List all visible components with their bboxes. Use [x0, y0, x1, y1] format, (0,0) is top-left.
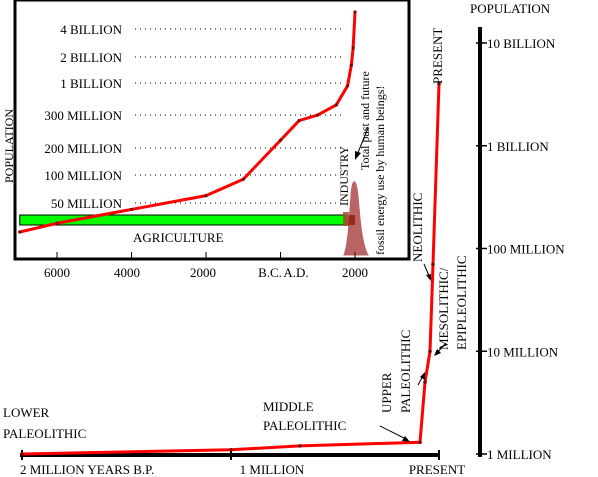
main-data-point [437, 82, 441, 86]
main-data-point [423, 380, 427, 384]
main-x-tick-label: 1 MILLION [240, 462, 305, 477]
arrowhead-mesolithic [434, 349, 441, 356]
inset-y-tick-label: 2 BILLION [60, 50, 122, 65]
inset-data-point [297, 119, 301, 123]
inset-data-point [18, 230, 22, 234]
inset-chart: POPULATION 4 BILLION 2 BILLION 1 BILLION 30… [2, 0, 411, 280]
inset-data-point [204, 194, 208, 198]
industry-stem [343, 212, 349, 226]
arrowhead-neolithic [426, 274, 431, 281]
inset-data-point [351, 46, 355, 50]
industry-label: INDUSTRY [337, 146, 351, 206]
inset-y-tick-label: 100 MILLION [44, 168, 122, 183]
inset-y-tick-label: 300 MILLION [44, 108, 122, 123]
main-y-tick-label: 10 BILLION [487, 36, 556, 51]
inset-x-tick-label: B.C. [258, 265, 282, 280]
main-x-ticks: 2 MILLION YEARS B.P. 1 MILLION PRESENT [20, 450, 465, 477]
main-axis-title: POPULATION [470, 1, 551, 16]
inset-x-tick-label: A.D. [283, 265, 308, 280]
annotation-middle: MIDDLE [263, 399, 314, 414]
main-data-point [428, 349, 432, 354]
inset-data-point [349, 63, 353, 67]
arrowhead-fossil [355, 151, 361, 160]
inset-x-tick-label: 4000 [114, 265, 140, 280]
main-data-point [418, 440, 422, 445]
annotation-mesolithic: MESOLITHIC/ [436, 267, 451, 350]
arrow-middle-paleolithic [379, 425, 409, 441]
main-data-point [431, 262, 435, 267]
annotation-middle-paleolithic: PALEOLITHIC [263, 418, 346, 433]
annotation-present: PRESENT [430, 28, 445, 84]
inset-data-point [316, 113, 320, 117]
main-y-ticks: 10 BILLION 1 BILLION 100 MILLION 10 MILLION… [476, 36, 565, 462]
agriculture-label: AGRICULTURE [133, 230, 224, 245]
inset-series [18, 10, 357, 234]
inset-data-point [353, 10, 357, 14]
inset-y-tick-label: 4 BILLION [60, 22, 122, 37]
main-data-point [20, 452, 24, 456]
annotation-upper-paleolithic: PALEOLITHIC [398, 330, 413, 413]
main-x-tick-label: PRESENT [409, 462, 465, 477]
inset-data-point [55, 221, 59, 225]
annotation-lower-paleolithic: PALEOLITHIC [3, 426, 86, 441]
inset-data-point [345, 84, 350, 88]
main-series-line [21, 83, 441, 456]
inset-y-tick-label: 1 BILLION [60, 76, 122, 91]
inset-data-point [241, 177, 245, 181]
main-x-tick-label: 2 MILLION YEARS B.P. [20, 462, 154, 477]
main-data-point [229, 447, 233, 452]
fossil-note-line-2: fossil energy use by human beings! [373, 86, 387, 255]
main-axes: POPULATION [20, 1, 551, 457]
inset-x-ticks: 6000 4000 2000 B.C. A.D. 2000 [44, 252, 368, 280]
annotation-epipleolithic: EPIPLEOLITHIC [454, 255, 469, 350]
inset-data-point [334, 103, 338, 107]
arrowhead-middle-paleolithic [402, 436, 410, 442]
main-annotations: LOWER PALEOLITHIC MIDDLE PALEOLITHIC UPP… [3, 28, 469, 442]
arrowhead-upper-paleolithic [420, 372, 425, 380]
main-data-point [298, 444, 302, 448]
inset-y-tick-label: 50 MILLION [51, 196, 123, 211]
inset-x-tick-label: 6000 [44, 265, 70, 280]
inset-x-tick-label: 2000 [190, 265, 216, 280]
main-y-tick-label: 1 BILLION [487, 139, 549, 154]
annotation-lower: LOWER [3, 405, 50, 420]
annotation-neolithic: NEOLITHIC [410, 193, 425, 262]
inset-y-axis-title: POPULATION [2, 109, 16, 183]
inset-data-point [129, 207, 134, 212]
arrow-fossil [356, 127, 369, 156]
inset-x-tick-label: 2000 [342, 265, 368, 280]
main-y-tick-label: 1 MILLION [487, 447, 552, 462]
inset-y-ticks: 4 BILLION 2 BILLION 1 BILLION 300 MILLION 20… [44, 22, 345, 211]
main-y-tick-label: 100 MILLION [487, 242, 565, 257]
fossil-note-line-1: Total past and future [358, 71, 372, 170]
main-series [20, 82, 441, 456]
inset-y-tick-label: 200 MILLION [44, 141, 122, 156]
main-y-tick-label: 10 MILLION [487, 344, 559, 359]
annotation-upper: UPPER [379, 372, 394, 413]
inset-data-point [278, 138, 283, 142]
fossil-fuel-peak [343, 181, 369, 256]
